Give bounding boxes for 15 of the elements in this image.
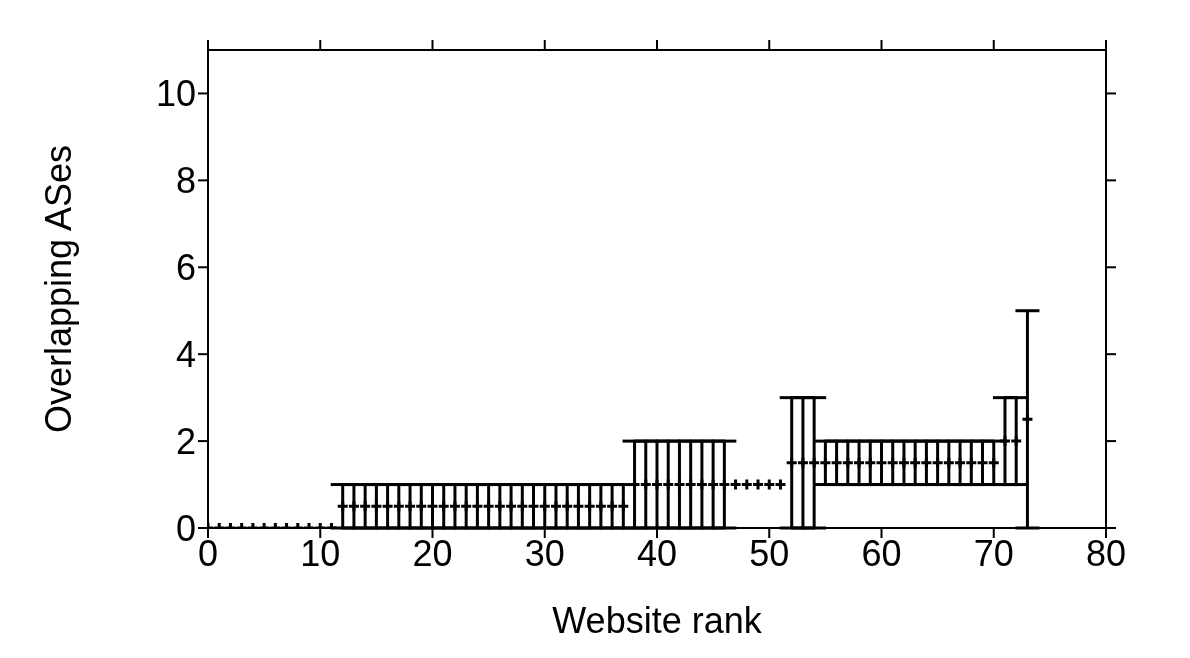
y-tick-label: 6 (175, 247, 196, 289)
x-tick-label: 10 (300, 532, 341, 574)
x-tick-label: 30 (524, 532, 565, 574)
y-tick-label: 10 (155, 73, 196, 115)
x-tick-label: 80 (1085, 532, 1127, 574)
x-tick-label: 40 (636, 532, 678, 574)
x-axis-title: Website rank (552, 600, 763, 641)
y-tick-label: 2 (175, 420, 196, 462)
y-tick-label: 8 (175, 160, 196, 202)
y-tick-label: 4 (175, 333, 196, 375)
x-tick-label: 70 (973, 532, 1014, 574)
y-axis-title: Overlapping ASes (37, 144, 79, 434)
x-tick-label: 20 (412, 532, 453, 574)
x-tick-label: 60 (861, 532, 902, 574)
x-tick-label: 50 (749, 532, 790, 574)
